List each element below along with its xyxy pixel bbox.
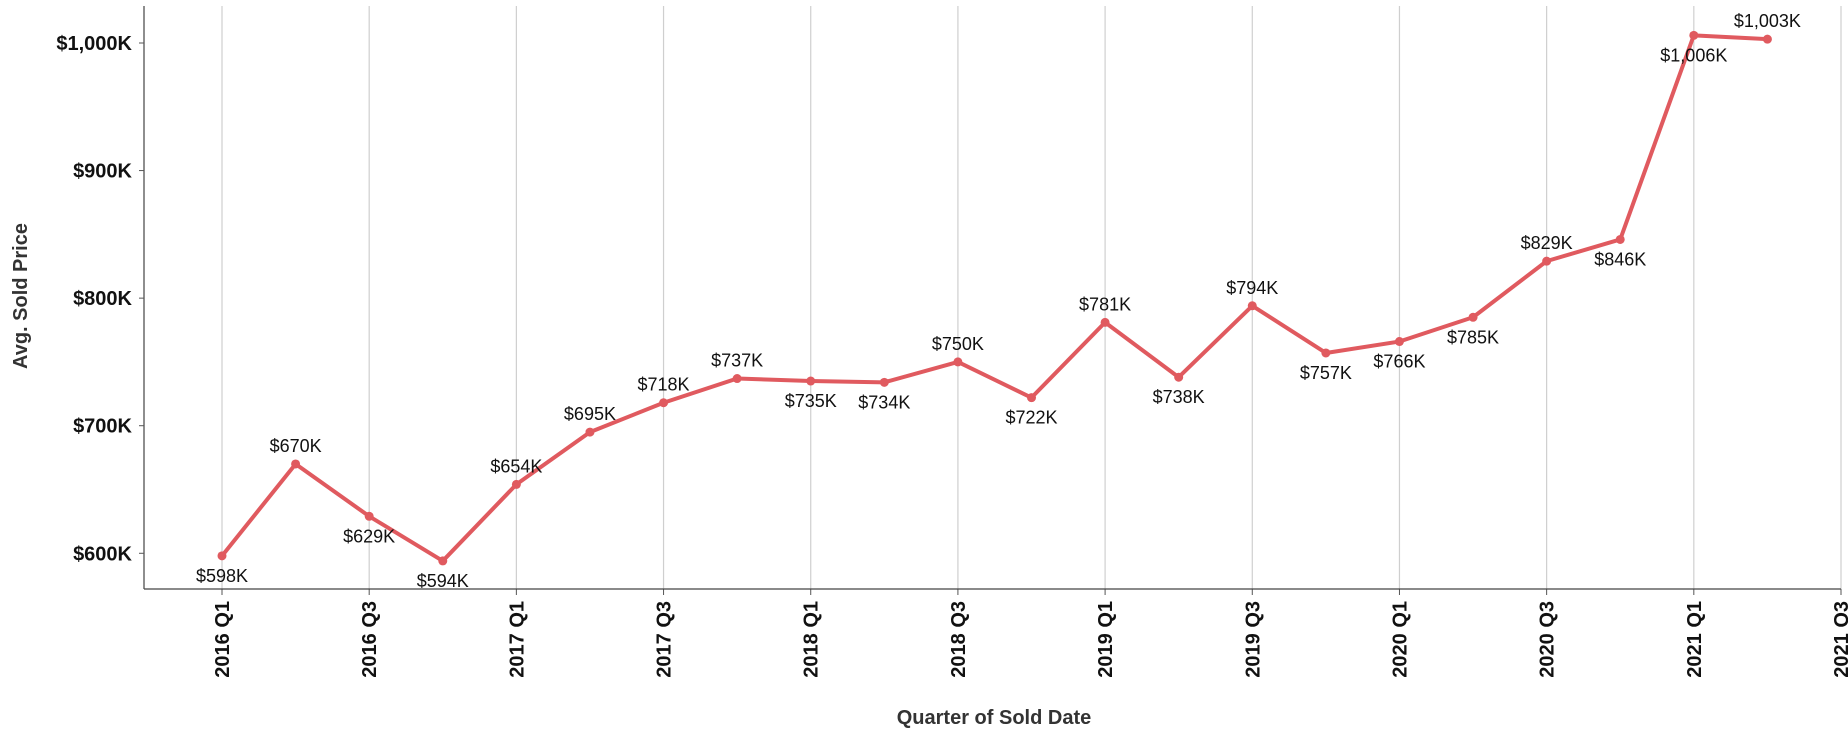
point [1615, 234, 1625, 244]
data-label: $735K [785, 391, 837, 411]
data-label: $670K [270, 436, 322, 456]
data-label: $737K [711, 351, 763, 371]
data-label: $722K [1005, 408, 1057, 428]
point [732, 374, 742, 384]
x-tick-label: 2021 Q1 [1684, 601, 1706, 678]
data-label: $781K [1079, 294, 1131, 314]
data-label: $738K [1153, 387, 1205, 407]
y-tick-label: $1,000K [56, 33, 132, 55]
point [1542, 256, 1552, 266]
data-label: $598K [196, 566, 248, 586]
point [1174, 372, 1184, 382]
x-tick-label: 2019 Q3 [1242, 601, 1264, 678]
x-tick-label: 2016 Q3 [359, 601, 381, 678]
x-tick-label: 2018 Q3 [948, 601, 970, 678]
x-tick-label: 2018 Q1 [801, 601, 823, 678]
y-tick-label: $700K [73, 416, 132, 438]
x-tick-label: 2016 Q1 [212, 601, 234, 678]
x-axis-title: Quarter of Sold Date [897, 707, 1091, 729]
data-label: $654K [490, 456, 542, 476]
data-label: $695K [564, 404, 616, 424]
point [1394, 337, 1404, 347]
data-label: $846K [1594, 249, 1646, 269]
line [220, 33, 1768, 563]
data-label: $594K [417, 571, 469, 591]
data-label: $629K [343, 526, 395, 546]
point [511, 479, 521, 489]
y-tick-label: $900K [73, 161, 132, 183]
point [1247, 301, 1257, 311]
data-label: $757K [1300, 363, 1352, 383]
point [1100, 317, 1110, 327]
point [291, 459, 301, 469]
x-tick-label: 2020 Q1 [1389, 601, 1411, 678]
point [217, 551, 227, 561]
point [1321, 348, 1331, 358]
point [1689, 30, 1699, 40]
y-tick-label: $600K [73, 543, 132, 565]
point [806, 376, 816, 386]
data-label: $766K [1373, 352, 1425, 372]
data-label: $1,006K [1660, 45, 1727, 65]
data-label: $794K [1226, 278, 1278, 298]
data-label: $1,003K [1734, 11, 1801, 31]
y-tick-label: $800K [73, 288, 132, 310]
point [1762, 34, 1772, 44]
data-label: $718K [638, 375, 690, 395]
point [438, 556, 448, 566]
x-tick-label: 2017 Q3 [654, 601, 676, 678]
point [364, 511, 374, 521]
data-label: $750K [932, 334, 984, 354]
data-label: $734K [858, 392, 910, 412]
point [585, 427, 595, 437]
x-tick-label: 2017 Q1 [506, 601, 528, 678]
x-tick-label: 2020 Q3 [1537, 601, 1559, 678]
point [1468, 312, 1478, 322]
point [1027, 393, 1037, 403]
y-axis-title: Avg. Sold Price [10, 223, 32, 369]
point [953, 357, 963, 367]
data-label: $785K [1447, 327, 1499, 347]
point [879, 377, 889, 387]
point [659, 398, 669, 408]
x-tick-label: 2019 Q1 [1095, 601, 1117, 678]
x-tick-label: 2021 Q3 [1831, 601, 1848, 678]
data-label: $829K [1521, 233, 1573, 253]
